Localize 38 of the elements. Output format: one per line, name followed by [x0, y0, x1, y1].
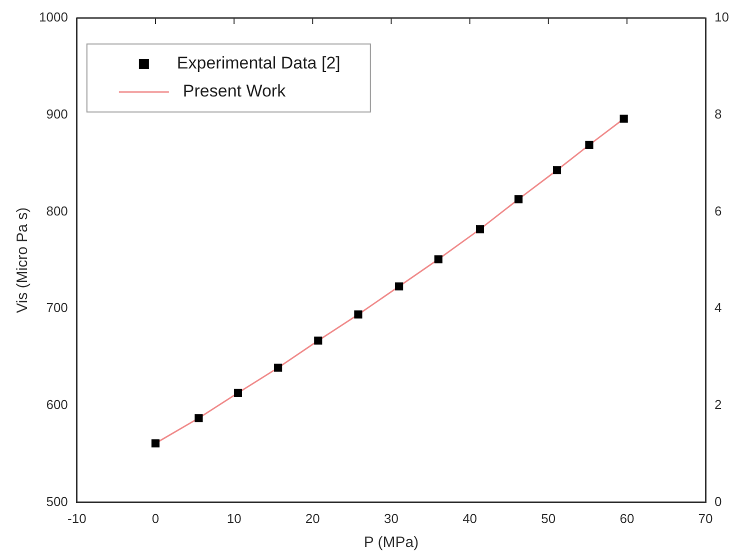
x-tick-label: 0	[152, 510, 160, 526]
x-tick-label: 10	[226, 510, 242, 526]
point	[194, 414, 203, 422]
y2-tick-label: 10	[714, 10, 730, 25]
y2-tick-label: 4	[714, 300, 722, 316]
point	[620, 114, 628, 123]
y2-tick-label: 8	[714, 106, 722, 122]
point	[585, 140, 594, 149]
x-axis-title: P (MPa)	[364, 534, 419, 552]
y-tick-label: 900	[46, 106, 68, 122]
y-tick-label: 700	[46, 300, 68, 316]
point	[476, 225, 484, 234]
y-tick-label: 1000	[39, 10, 68, 25]
y-axis-title: Vis (Micro Pa s)	[14, 207, 32, 313]
y2-tick-label: 6	[714, 203, 722, 218]
point	[434, 255, 442, 264]
x-tick-label: 20	[305, 510, 320, 526]
y-tick-label: 600	[46, 397, 68, 412]
point	[395, 282, 404, 290]
point	[354, 310, 362, 318]
y-tick-label: 800	[46, 203, 68, 218]
point	[274, 364, 282, 372]
x-tick-label: 70	[698, 510, 713, 526]
legend-label: Experimental Data [2]	[176, 54, 340, 73]
point	[514, 195, 523, 204]
point	[151, 439, 160, 448]
x-tick-label: 40	[462, 510, 478, 526]
x-tick-label: 50	[541, 510, 556, 526]
point	[314, 336, 322, 345]
x-tick-label: 60	[620, 510, 634, 526]
point	[552, 166, 562, 174]
y2-tick-label: 2	[714, 397, 722, 412]
point	[234, 388, 242, 397]
x-tick-label: 30	[384, 510, 398, 526]
y-tick-label: 500	[46, 494, 68, 509]
y2-tick-label: 0	[714, 494, 722, 509]
legend-label: Present Work	[182, 82, 286, 101]
x-tick-label: -10	[68, 510, 86, 526]
